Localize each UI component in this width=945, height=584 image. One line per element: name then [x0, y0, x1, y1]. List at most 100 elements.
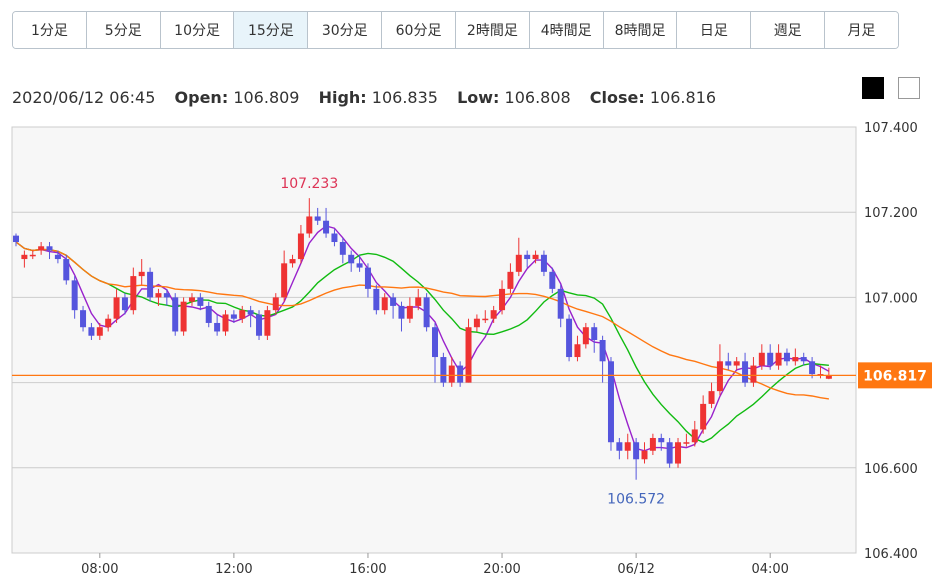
candle-body-91 — [775, 352, 782, 366]
candle-body-90 — [767, 352, 774, 366]
candle-body-27 — [239, 310, 246, 319]
candle-body-44 — [381, 297, 388, 311]
x-tick-label-2: 16:00 — [349, 562, 386, 577]
candle-body-56 — [482, 318, 489, 321]
candle-body-75 — [641, 450, 648, 460]
candle-body-68 — [582, 327, 589, 345]
ohlc-readout: 2020/06/12 06:45 Open: 106.809 High: 106… — [12, 88, 716, 107]
tab-8[interactable]: 8時間足 — [603, 12, 678, 48]
high-label: High: — [318, 88, 367, 107]
candle-body-73 — [624, 442, 631, 451]
candle-body-24 — [214, 322, 221, 332]
candle-body-87 — [742, 361, 749, 383]
tab-0[interactable]: 1分足 — [13, 12, 87, 48]
candle-body-32 — [281, 263, 288, 298]
candle-body-88 — [750, 365, 757, 383]
candle-body-22 — [197, 297, 204, 306]
candle-body-78 — [666, 442, 673, 464]
candlestick-chart: 107.400 107.200 107.000 106.600 106.400 08:00… — [11, 121, 932, 577]
candle-body-82 — [700, 403, 707, 430]
candle-body-40 — [348, 254, 355, 264]
candle-body-61 — [524, 254, 531, 260]
candle-body-93 — [792, 357, 799, 362]
x-tick-label-5: 04:00 — [751, 562, 788, 577]
light-theme-button[interactable] — [898, 77, 920, 99]
tab-11[interactable]: 月足 — [825, 12, 898, 48]
tab-2[interactable]: 10分足 — [160, 12, 235, 48]
candle-body-41 — [356, 263, 363, 268]
tab-10[interactable]: 週足 — [751, 12, 826, 48]
x-tick-label-3: 20:00 — [483, 562, 520, 577]
candle-body-30 — [264, 310, 271, 336]
candle-body-17 — [155, 293, 162, 298]
candle-body-52 — [448, 365, 455, 383]
candle-body-80 — [683, 442, 690, 444]
candle-body-47 — [406, 305, 413, 319]
close-label: Close: — [589, 88, 645, 107]
candle-body-49 — [423, 297, 430, 328]
candle-body-69 — [591, 327, 598, 340]
candle-body-37 — [323, 220, 330, 234]
candle-body-64 — [549, 271, 556, 289]
dark-theme-button[interactable] — [862, 77, 884, 99]
y-tick-label-0: 107.400 — [864, 121, 918, 136]
candle-body-48 — [415, 297, 422, 306]
candle-body-5 — [54, 254, 61, 260]
candle-body-89 — [758, 352, 765, 366]
tab-5[interactable]: 60分足 — [382, 12, 456, 48]
candle-body-15 — [138, 271, 145, 277]
candle-body-29 — [256, 314, 263, 336]
tab-7[interactable]: 4時間足 — [529, 12, 604, 48]
candle-body-70 — [599, 340, 606, 362]
candle-body-6 — [63, 259, 70, 281]
candle-body-84 — [716, 361, 723, 392]
x-tick-label-0: 08:00 — [81, 562, 118, 577]
current-price-badge — [858, 362, 932, 389]
candle-body-20 — [180, 301, 187, 332]
tab-3[interactable]: 15分足 — [234, 12, 309, 48]
candle-body-26 — [230, 314, 237, 319]
low-label: Low: — [457, 88, 500, 107]
tab-4[interactable]: 30分足 — [308, 12, 383, 48]
candle-body-95 — [809, 361, 816, 375]
tab-1[interactable]: 5分足 — [86, 12, 161, 48]
candle-body-28 — [247, 310, 254, 315]
candle-body-16 — [147, 271, 154, 298]
candle-body-92 — [783, 352, 790, 362]
tab-9[interactable]: 日足 — [677, 12, 752, 48]
candle-body-74 — [633, 442, 640, 460]
tab-6[interactable]: 2時間足 — [455, 12, 530, 48]
candle-body-8 — [80, 310, 87, 328]
candle-body-97 — [825, 375, 832, 379]
candle-body-66 — [566, 318, 573, 358]
candle-body-62 — [532, 254, 539, 260]
candle-body-65 — [557, 288, 564, 319]
y-tick-label-2: 107.000 — [864, 291, 918, 306]
y-tick-label-1: 107.200 — [864, 206, 918, 221]
current-price-label: 106.817 — [863, 368, 927, 384]
candle-body-51 — [440, 357, 447, 383]
candle-body-38 — [331, 233, 338, 243]
candle-body-45 — [390, 297, 397, 306]
y-tick-label-3: 106.600 — [864, 462, 918, 477]
candle-body-59 — [507, 271, 514, 289]
candle-body-10 — [96, 327, 103, 336]
candle-body-12 — [113, 297, 120, 319]
candle-body-50 — [432, 327, 438, 358]
candle-body-3 — [38, 246, 45, 251]
candle-body-35 — [306, 216, 313, 234]
candle-body-9 — [88, 327, 95, 336]
timeframe-tabs: 1分足 5分足 10分足 15分足 30分足 60分足 2時間足 4時間足 8時間足 日足 週足 月足 — [12, 11, 899, 49]
x-tick-label-1: 12:00 — [215, 562, 252, 577]
high-annotation: 107.233 — [280, 176, 338, 192]
candle-body-11 — [105, 318, 112, 328]
close-value: 106.816 — [649, 88, 717, 107]
y-tick-label-4: 106.400 — [864, 547, 918, 562]
candle-body-42 — [364, 267, 371, 289]
candle-body-77 — [658, 437, 665, 443]
low-annotation: 106.572 — [607, 492, 665, 508]
candle-body-39 — [339, 242, 346, 255]
candle-body-72 — [616, 442, 623, 451]
candle-body-57 — [490, 310, 497, 319]
candle-body-34 — [297, 233, 304, 260]
